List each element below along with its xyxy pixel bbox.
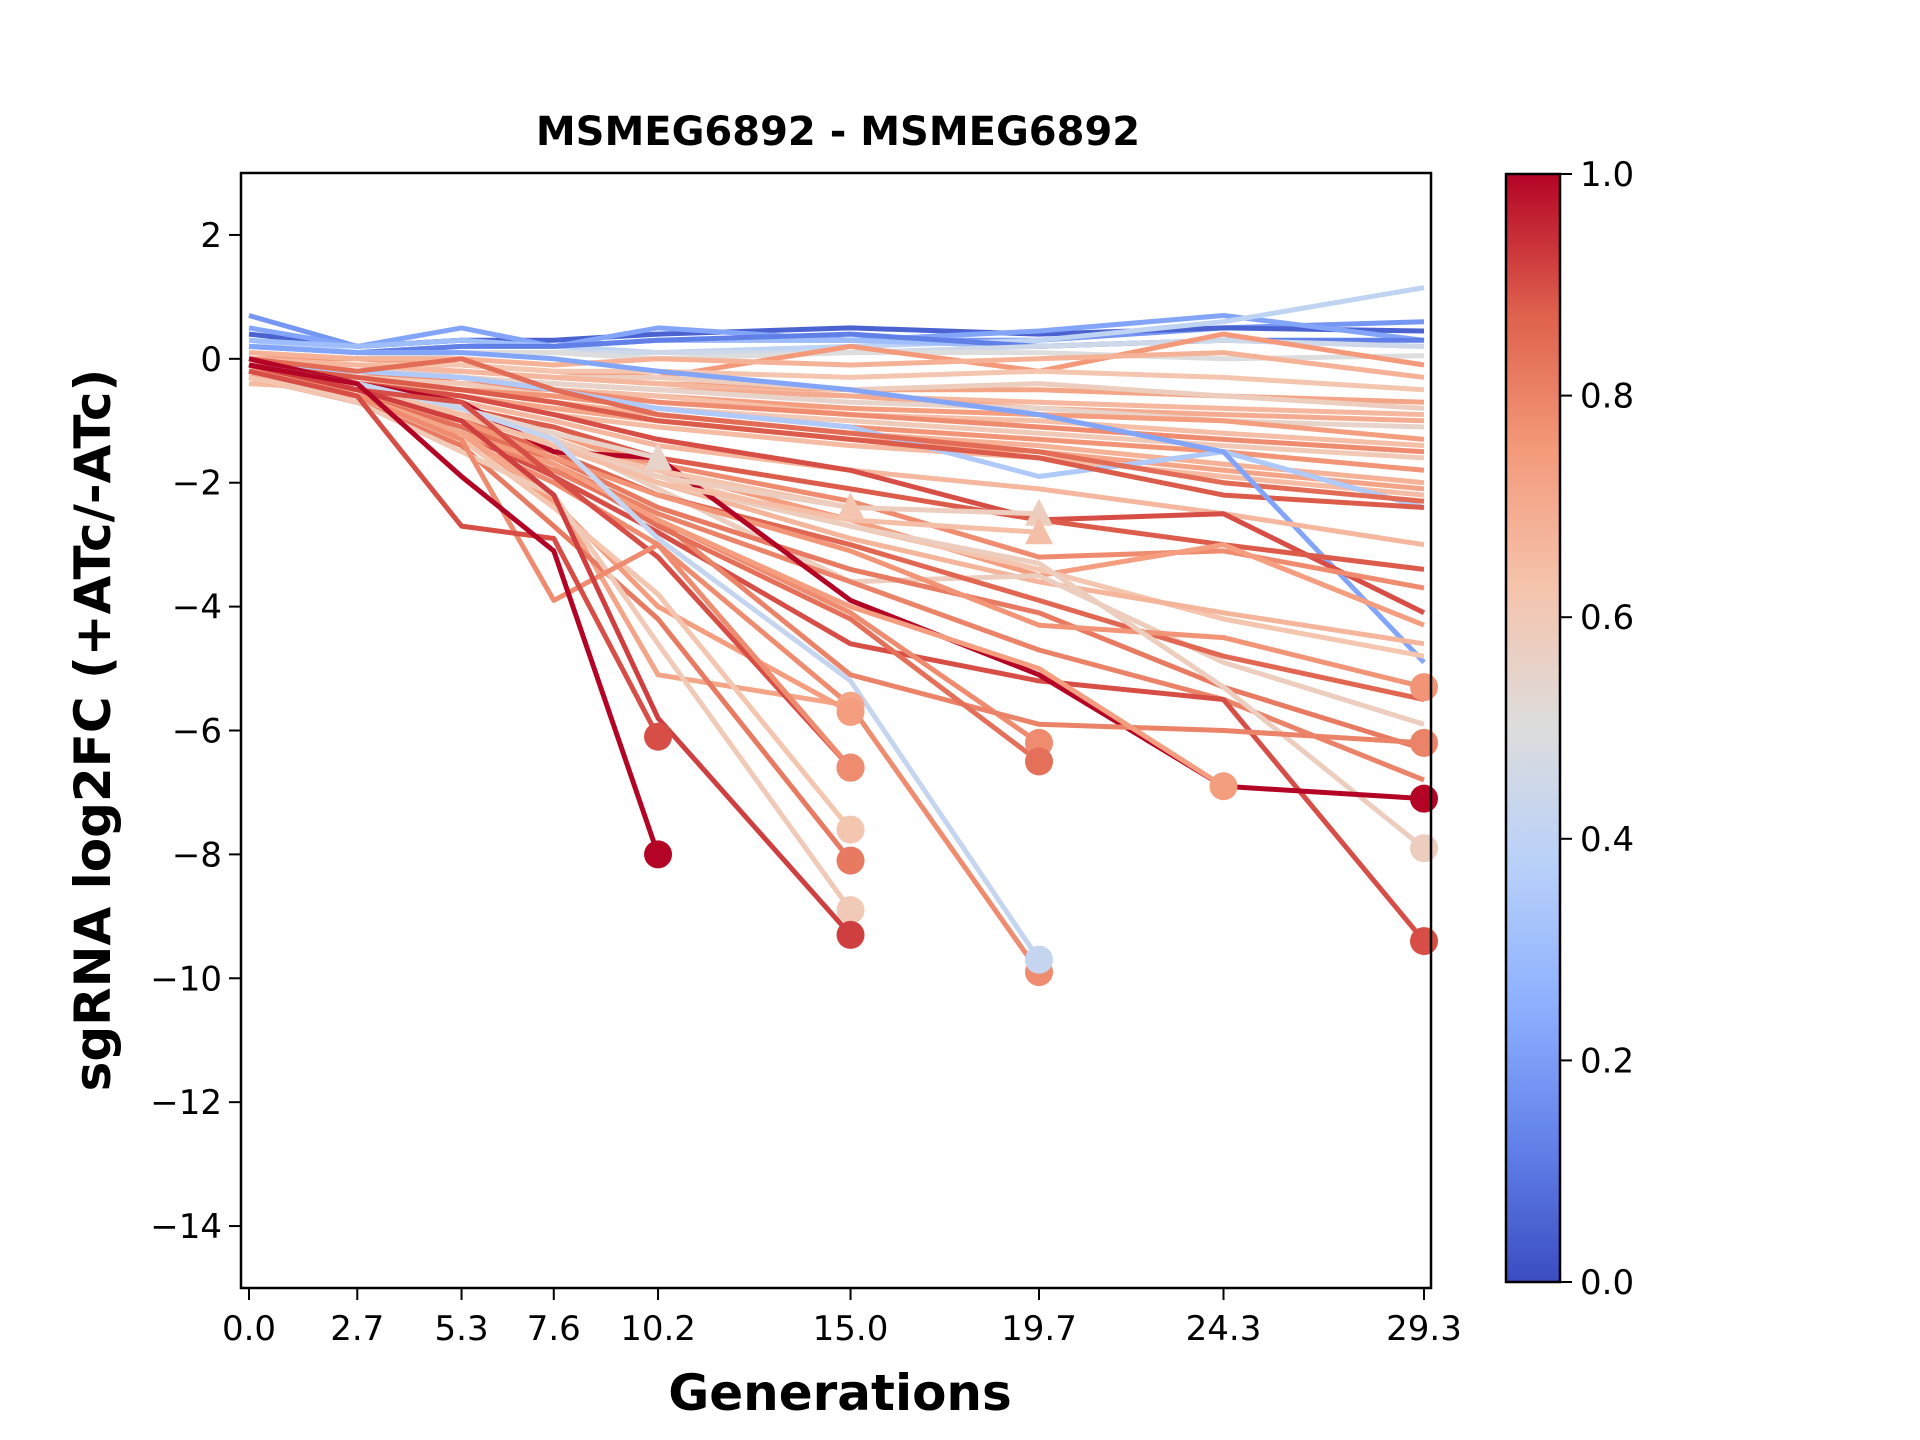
series-line (248, 343, 1426, 665)
x-tick-label: 5.3 (435, 1309, 489, 1349)
dropout-circle-marker (1025, 747, 1054, 776)
y-axis: 2 0 −2 −4 −6 −8 −10 −12 −14 (150, 216, 241, 1247)
triangle-marker (1025, 498, 1054, 526)
dropout-circle-marker (1410, 927, 1438, 956)
colorbar-tick-label: 0.4 (1580, 820, 1634, 860)
triangle-marker (1025, 517, 1054, 545)
series-line (248, 362, 661, 856)
series-line (248, 368, 661, 738)
series-line (248, 368, 853, 912)
series-layer (248, 285, 1426, 974)
dropout-circle-marker (1410, 834, 1438, 863)
y-tick-label: −12 (150, 1083, 222, 1123)
x-axis-label: Generations (668, 1364, 1012, 1422)
x-tick-label: 15.0 (813, 1309, 889, 1349)
y-tick-label: −2 (172, 464, 222, 504)
triangle-marker (644, 442, 673, 470)
dropout-circle-marker (1410, 784, 1438, 813)
dropout-circle-marker (644, 840, 673, 869)
y-tick-label: −8 (172, 835, 222, 875)
y-tick-label: −4 (172, 588, 222, 628)
series-line (248, 362, 853, 937)
y-tick-label: −10 (150, 959, 222, 999)
dropout-circle-marker (836, 846, 865, 875)
chart-title: MSMEG6892 - MSMEG6892 (536, 109, 1140, 155)
x-tick-label: 10.2 (620, 1309, 696, 1349)
x-tick-label: 19.7 (1001, 1309, 1077, 1349)
series-line (248, 350, 1425, 380)
colorbar-tick-label: 1.0 (1580, 155, 1634, 195)
x-tick-label: 29.3 (1386, 1309, 1462, 1349)
x-tick-label: 24.3 (1186, 1309, 1262, 1349)
colorbar-tick-label: 0.8 (1580, 377, 1634, 417)
colorbar-tick-label: 0.6 (1580, 598, 1634, 638)
colorbar-tick-label: 0.2 (1580, 1041, 1634, 1081)
dropout-circle-marker (1025, 945, 1054, 974)
triangle-marker (836, 492, 865, 520)
y-tick-label: −14 (150, 1207, 222, 1247)
dropout-circle-marker (836, 697, 865, 726)
x-axis: 0.0 2.7 5.3 7.6 10.2 15.0 19.7 24.3 29.3 (222, 1288, 1462, 1349)
dropout-circle-marker (836, 920, 865, 949)
y-tick-label: 2 (200, 216, 222, 256)
dropout-circle-marker (1410, 673, 1438, 702)
series-line (248, 362, 1425, 510)
colorbar (1504, 172, 1562, 1284)
dropout-circle-marker (836, 896, 865, 925)
series-line (248, 356, 1425, 504)
x-tick-label: 0.0 (222, 1309, 276, 1349)
dropout-circle-marker (1410, 728, 1438, 757)
dropout-circle-marker (644, 722, 673, 751)
x-tick-label: 7.6 (527, 1309, 581, 1349)
dropout-circle-marker (836, 753, 865, 782)
x-tick-label: 2.7 (330, 1309, 384, 1349)
y-tick-label: −6 (172, 712, 222, 752)
series-line (248, 313, 1425, 349)
dropout-circle-marker (836, 815, 865, 844)
colorbar-tick-label: 0.0 (1580, 1263, 1634, 1303)
y-tick-label: 0 (200, 340, 222, 380)
colorbar-ticks: 0.0 0.2 0.4 0.6 0.8 1.0 (1560, 155, 1634, 1303)
y-axis-label: sgRNA log2FC (+ATc/-ATc) (64, 369, 122, 1092)
series-line (248, 362, 1425, 510)
dropout-circle-marker (1209, 772, 1238, 801)
